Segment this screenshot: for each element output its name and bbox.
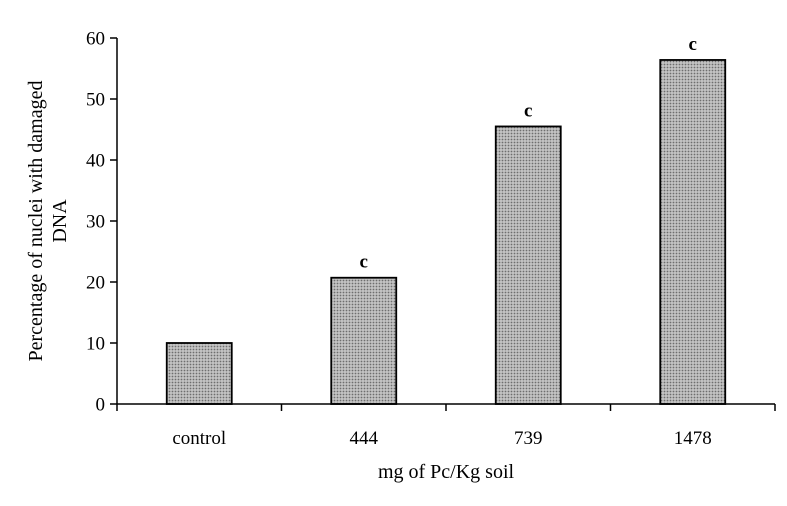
y-axis-title: Percentage of nuclei with damaged DNA bbox=[25, 81, 71, 362]
y-tick-label: 0 bbox=[96, 395, 106, 416]
x-tick-label: 739 bbox=[514, 428, 543, 449]
bar-annotation-label: c bbox=[360, 252, 368, 273]
x-tick-label: 444 bbox=[350, 428, 379, 449]
y-ticks-group: 0 10 20 30 40 50 60 bbox=[86, 29, 117, 416]
x-ticks-group: control 444 739 1478 bbox=[116, 404, 776, 449]
bar-annotation-label: c bbox=[689, 34, 697, 55]
y-axis-title-line-1: Percentage of nuclei with damaged bbox=[25, 81, 47, 362]
bar bbox=[165, 342, 233, 405]
bar bbox=[659, 59, 727, 405]
y-tick-label: 50 bbox=[86, 90, 105, 111]
y-tick-label: 10 bbox=[86, 334, 105, 355]
y-axis-title-line-2: DNA bbox=[49, 199, 71, 243]
bar-annotation-label: c bbox=[524, 100, 532, 121]
x-tick-label: 1478 bbox=[674, 428, 712, 449]
bar bbox=[330, 276, 398, 405]
bars-group bbox=[165, 59, 727, 405]
y-tick-label: 60 bbox=[86, 29, 105, 50]
x-axis-title: mg of Pc/Kg soil bbox=[378, 461, 515, 483]
y-tick-label: 30 bbox=[86, 212, 105, 233]
bar-annotations-group: c c c bbox=[360, 34, 697, 273]
bar bbox=[494, 125, 562, 405]
y-tick-label: 40 bbox=[86, 151, 105, 172]
y-tick-label: 20 bbox=[86, 273, 105, 294]
x-tick-label: control bbox=[172, 428, 226, 449]
